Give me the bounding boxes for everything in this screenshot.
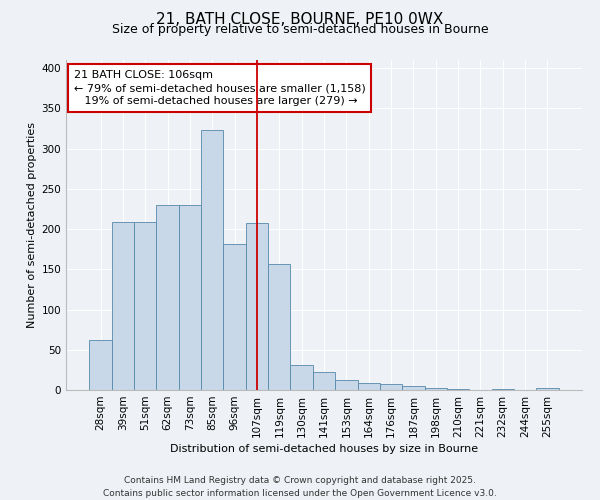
- Bar: [201, 130, 223, 390]
- Bar: [335, 380, 358, 390]
- Bar: [246, 224, 268, 390]
- Bar: [491, 389, 514, 390]
- Bar: [290, 365, 313, 390]
- Bar: [425, 388, 447, 390]
- Bar: [358, 383, 380, 390]
- Text: Size of property relative to semi-detached houses in Bourne: Size of property relative to semi-detach…: [112, 22, 488, 36]
- Y-axis label: Number of semi-detached properties: Number of semi-detached properties: [27, 122, 37, 328]
- Bar: [179, 205, 201, 390]
- Bar: [536, 388, 559, 390]
- Text: 21, BATH CLOSE, BOURNE, PE10 0WX: 21, BATH CLOSE, BOURNE, PE10 0WX: [157, 12, 443, 28]
- Bar: [112, 222, 134, 390]
- Bar: [268, 264, 290, 390]
- Bar: [313, 372, 335, 390]
- X-axis label: Distribution of semi-detached houses by size in Bourne: Distribution of semi-detached houses by …: [170, 444, 478, 454]
- Bar: [134, 222, 157, 390]
- Bar: [447, 389, 469, 390]
- Text: Contains HM Land Registry data © Crown copyright and database right 2025.
Contai: Contains HM Land Registry data © Crown c…: [103, 476, 497, 498]
- Bar: [157, 205, 179, 390]
- Bar: [380, 384, 402, 390]
- Bar: [89, 340, 112, 390]
- Bar: [402, 386, 425, 390]
- Text: 21 BATH CLOSE: 106sqm
← 79% of semi-detached houses are smaller (1,158)
   19% o: 21 BATH CLOSE: 106sqm ← 79% of semi-deta…: [74, 70, 365, 106]
- Bar: [223, 244, 246, 390]
